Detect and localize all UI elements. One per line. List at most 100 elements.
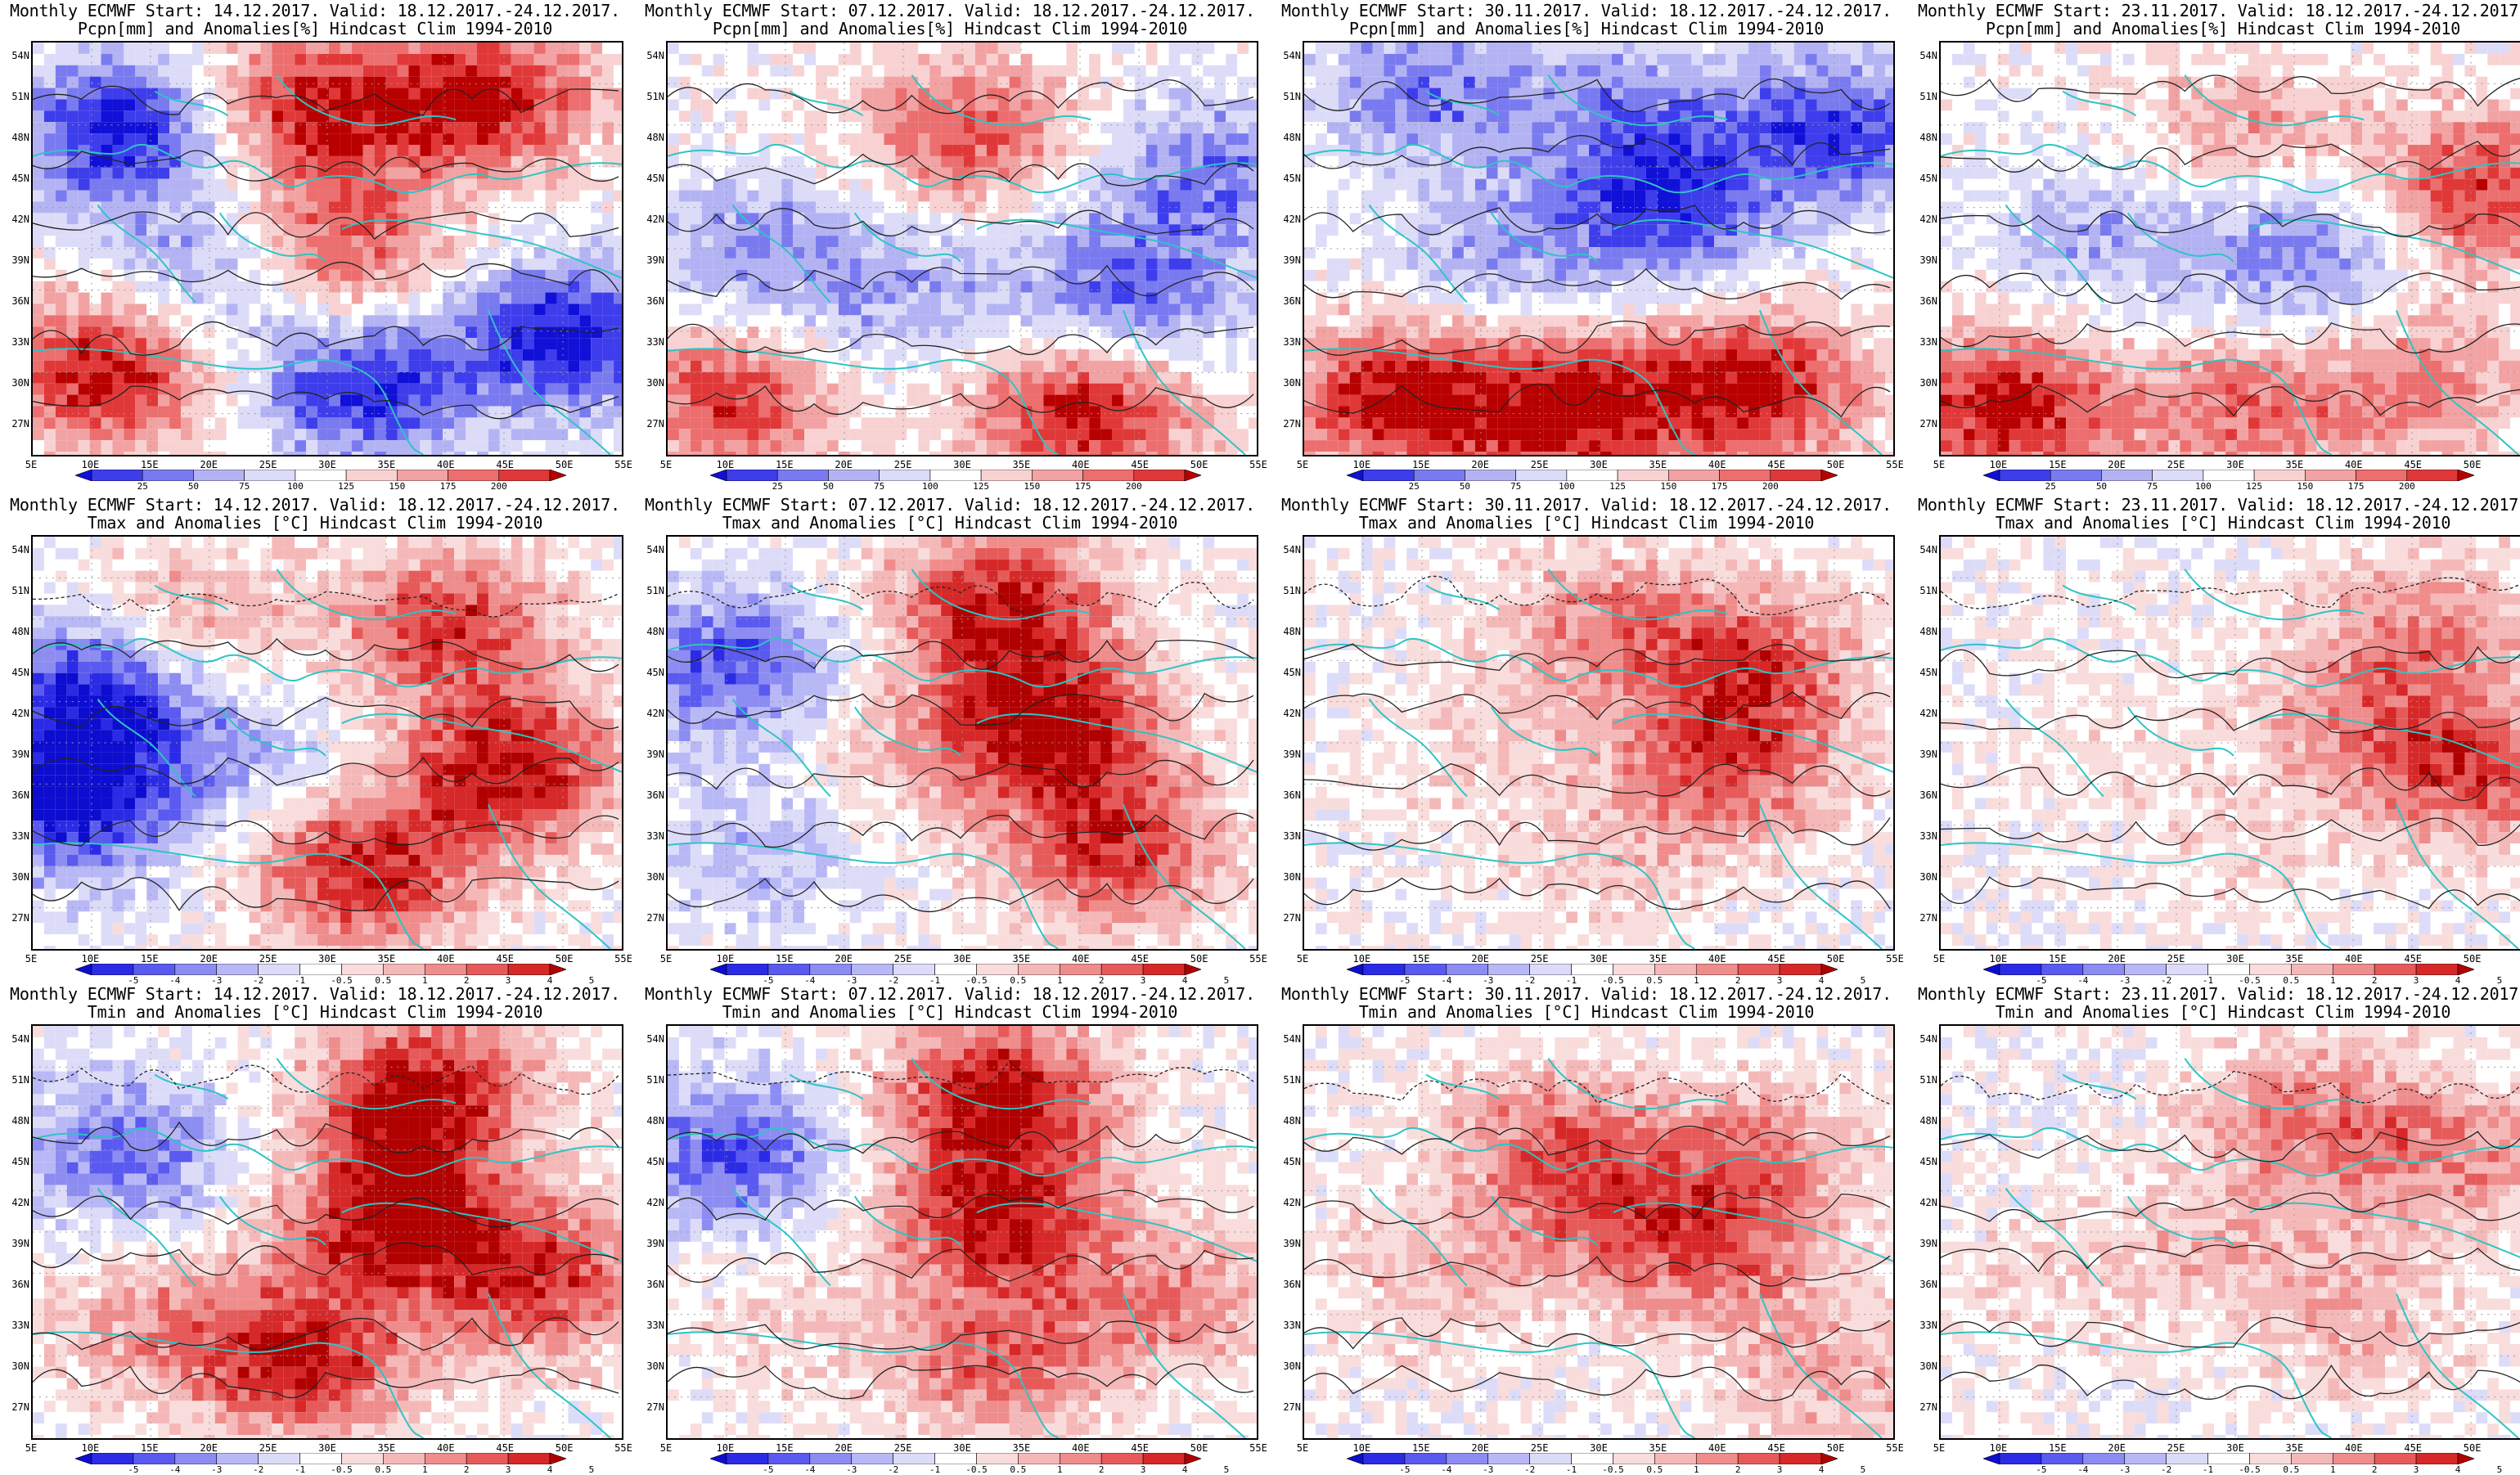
anomaly-cell <box>713 315 725 326</box>
anomaly-cell <box>929 213 941 224</box>
anomaly-cell <box>363 315 375 326</box>
anomaly-cell <box>79 384 90 395</box>
anomaly-cell <box>340 65 352 77</box>
anomaly-cell <box>862 384 873 395</box>
anomaly-cell <box>1010 77 1021 88</box>
anomaly-cell <box>1760 122 1771 133</box>
anomaly-cell <box>1249 122 1257 133</box>
anomaly-cell <box>329 406 340 417</box>
anomaly-cell <box>454 384 466 395</box>
anomaly-cell <box>1817 213 1829 224</box>
anomaly-cell <box>1203 281 1214 293</box>
anomaly-cell <box>534 201 546 213</box>
anomaly-cell <box>1169 361 1181 372</box>
anomaly-cell <box>1532 54 1543 65</box>
anomaly-cell <box>568 99 579 110</box>
anomaly-cell <box>386 372 398 384</box>
anomaly-cell <box>1361 43 1373 54</box>
anomaly-cell <box>602 372 614 384</box>
anomaly-cell <box>816 440 827 452</box>
anomaly-cell <box>204 224 215 236</box>
anomaly-cell <box>907 110 918 122</box>
anomaly-cell <box>79 372 90 384</box>
anomaly-cell <box>964 122 975 133</box>
anomaly-cell <box>1635 43 1646 54</box>
anomaly-cell <box>556 440 568 452</box>
anomaly-cell <box>1089 406 1100 417</box>
anomaly-cell <box>1123 372 1135 384</box>
panel-title: Monthly ECMWF Start: 30.11.2017. Valid: … <box>1273 2 1900 20</box>
anomaly-cell <box>1021 304 1033 315</box>
anomaly-cell <box>477 270 488 281</box>
anomaly-cell <box>1021 372 1033 384</box>
anomaly-cell <box>591 293 602 304</box>
anomaly-cell <box>895 213 907 224</box>
anomaly-cell <box>1339 77 1350 88</box>
anomaly-cell <box>1316 54 1327 65</box>
anomaly-cell <box>568 65 579 77</box>
anomaly-cell <box>135 406 146 417</box>
anomaly-cell <box>363 213 375 224</box>
anomaly-cell <box>408 236 420 247</box>
anomaly-cell <box>420 133 431 145</box>
anomaly-cell <box>1123 440 1135 452</box>
anomaly-cell <box>579 224 591 236</box>
anomaly-cell <box>1521 110 1532 122</box>
anomaly-cell <box>827 384 839 395</box>
anomaly-cell <box>1158 99 1169 110</box>
anomaly-cell <box>1566 122 1577 133</box>
anomaly-cell <box>1203 110 1214 122</box>
latitude-tick-label: 27N <box>637 419 664 429</box>
anomaly-cell <box>101 43 113 54</box>
anomaly-cell <box>272 133 283 145</box>
anomaly-cell <box>1862 65 1874 77</box>
anomaly-cell <box>1623 65 1635 77</box>
anomaly-cell <box>1885 133 1893 145</box>
anomaly-cell <box>146 224 158 236</box>
anomaly-cell <box>1135 440 1146 452</box>
anomaly-cell <box>215 168 227 179</box>
anomaly-cell <box>33 361 44 372</box>
anomaly-cell <box>33 236 44 247</box>
anomaly-cell <box>975 429 987 440</box>
anomaly-cell <box>1135 133 1146 145</box>
anomaly-cell <box>454 372 466 384</box>
anomaly-cell <box>101 417 113 429</box>
anomaly-cell <box>1089 236 1100 247</box>
anomaly-cell <box>466 77 477 88</box>
anomaly-cell <box>918 213 929 224</box>
anomaly-cell <box>192 168 204 179</box>
anomaly-cell <box>1555 43 1566 54</box>
anomaly-cell <box>101 179 113 191</box>
anomaly-cell <box>1327 156 1339 168</box>
anomaly-cell <box>998 406 1010 417</box>
anomaly-cell <box>1089 440 1100 452</box>
anomaly-cell <box>827 236 839 247</box>
anomaly-cell <box>1316 133 1327 145</box>
anomaly-cell <box>998 270 1010 281</box>
anomaly-cell <box>1146 270 1158 281</box>
anomaly-cell <box>1033 247 1044 259</box>
anomaly-cell <box>1669 54 1681 65</box>
anomaly-cell <box>884 417 896 429</box>
anomaly-cell <box>1066 304 1078 315</box>
anomaly-cell <box>1191 156 1203 168</box>
anomaly-cell <box>987 99 998 110</box>
anomaly-cell <box>579 156 591 168</box>
anomaly-cell <box>1135 213 1146 224</box>
anomaly-cell <box>443 259 454 270</box>
anomaly-cell <box>1226 236 1237 247</box>
anomaly-cell <box>1748 191 1760 202</box>
anomaly-cell <box>192 384 204 395</box>
anomaly-cell <box>1487 43 1498 54</box>
anomaly-cell <box>895 440 907 452</box>
anomaly-cell <box>215 201 227 213</box>
anomaly-cell <box>668 372 679 384</box>
anomaly-cell <box>770 293 781 304</box>
anomaly-cell <box>534 77 546 88</box>
anomaly-cell <box>1680 122 1691 133</box>
anomaly-cell <box>1078 372 1089 384</box>
anomaly-cell <box>668 236 679 247</box>
anomaly-cell <box>340 259 352 270</box>
anomaly-cell <box>1249 54 1257 65</box>
